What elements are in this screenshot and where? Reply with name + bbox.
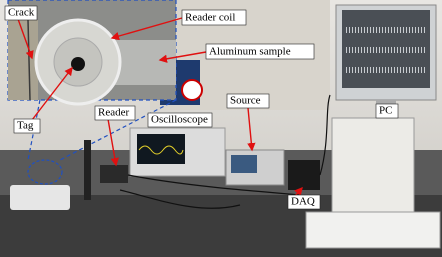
warning-sign xyxy=(182,80,202,100)
label: Aluminum sample xyxy=(209,46,291,58)
aluminum-sample xyxy=(115,40,176,85)
page: {"labels": ["Crack", "Reader coil", "Alu… xyxy=(0,0,442,257)
label: DAQ xyxy=(291,196,315,208)
photo: Crack Reader coil Aluminum sample Tag Re… xyxy=(0,0,442,257)
label: PC xyxy=(379,105,392,117)
tag xyxy=(71,57,85,71)
label: Tag xyxy=(17,120,34,132)
label: Oscilloscope xyxy=(151,114,208,126)
oscilloscope-screen xyxy=(137,134,185,164)
label: Source xyxy=(230,95,261,107)
reader xyxy=(100,165,128,183)
daq xyxy=(288,160,320,190)
label: Reader xyxy=(98,107,129,119)
label: Crack xyxy=(8,7,35,19)
stirrer xyxy=(10,185,70,210)
label: Reader coil xyxy=(185,12,235,24)
source-screen xyxy=(231,155,257,173)
keyboard xyxy=(306,212,440,248)
pc-tower xyxy=(332,118,414,213)
stand xyxy=(84,140,91,200)
